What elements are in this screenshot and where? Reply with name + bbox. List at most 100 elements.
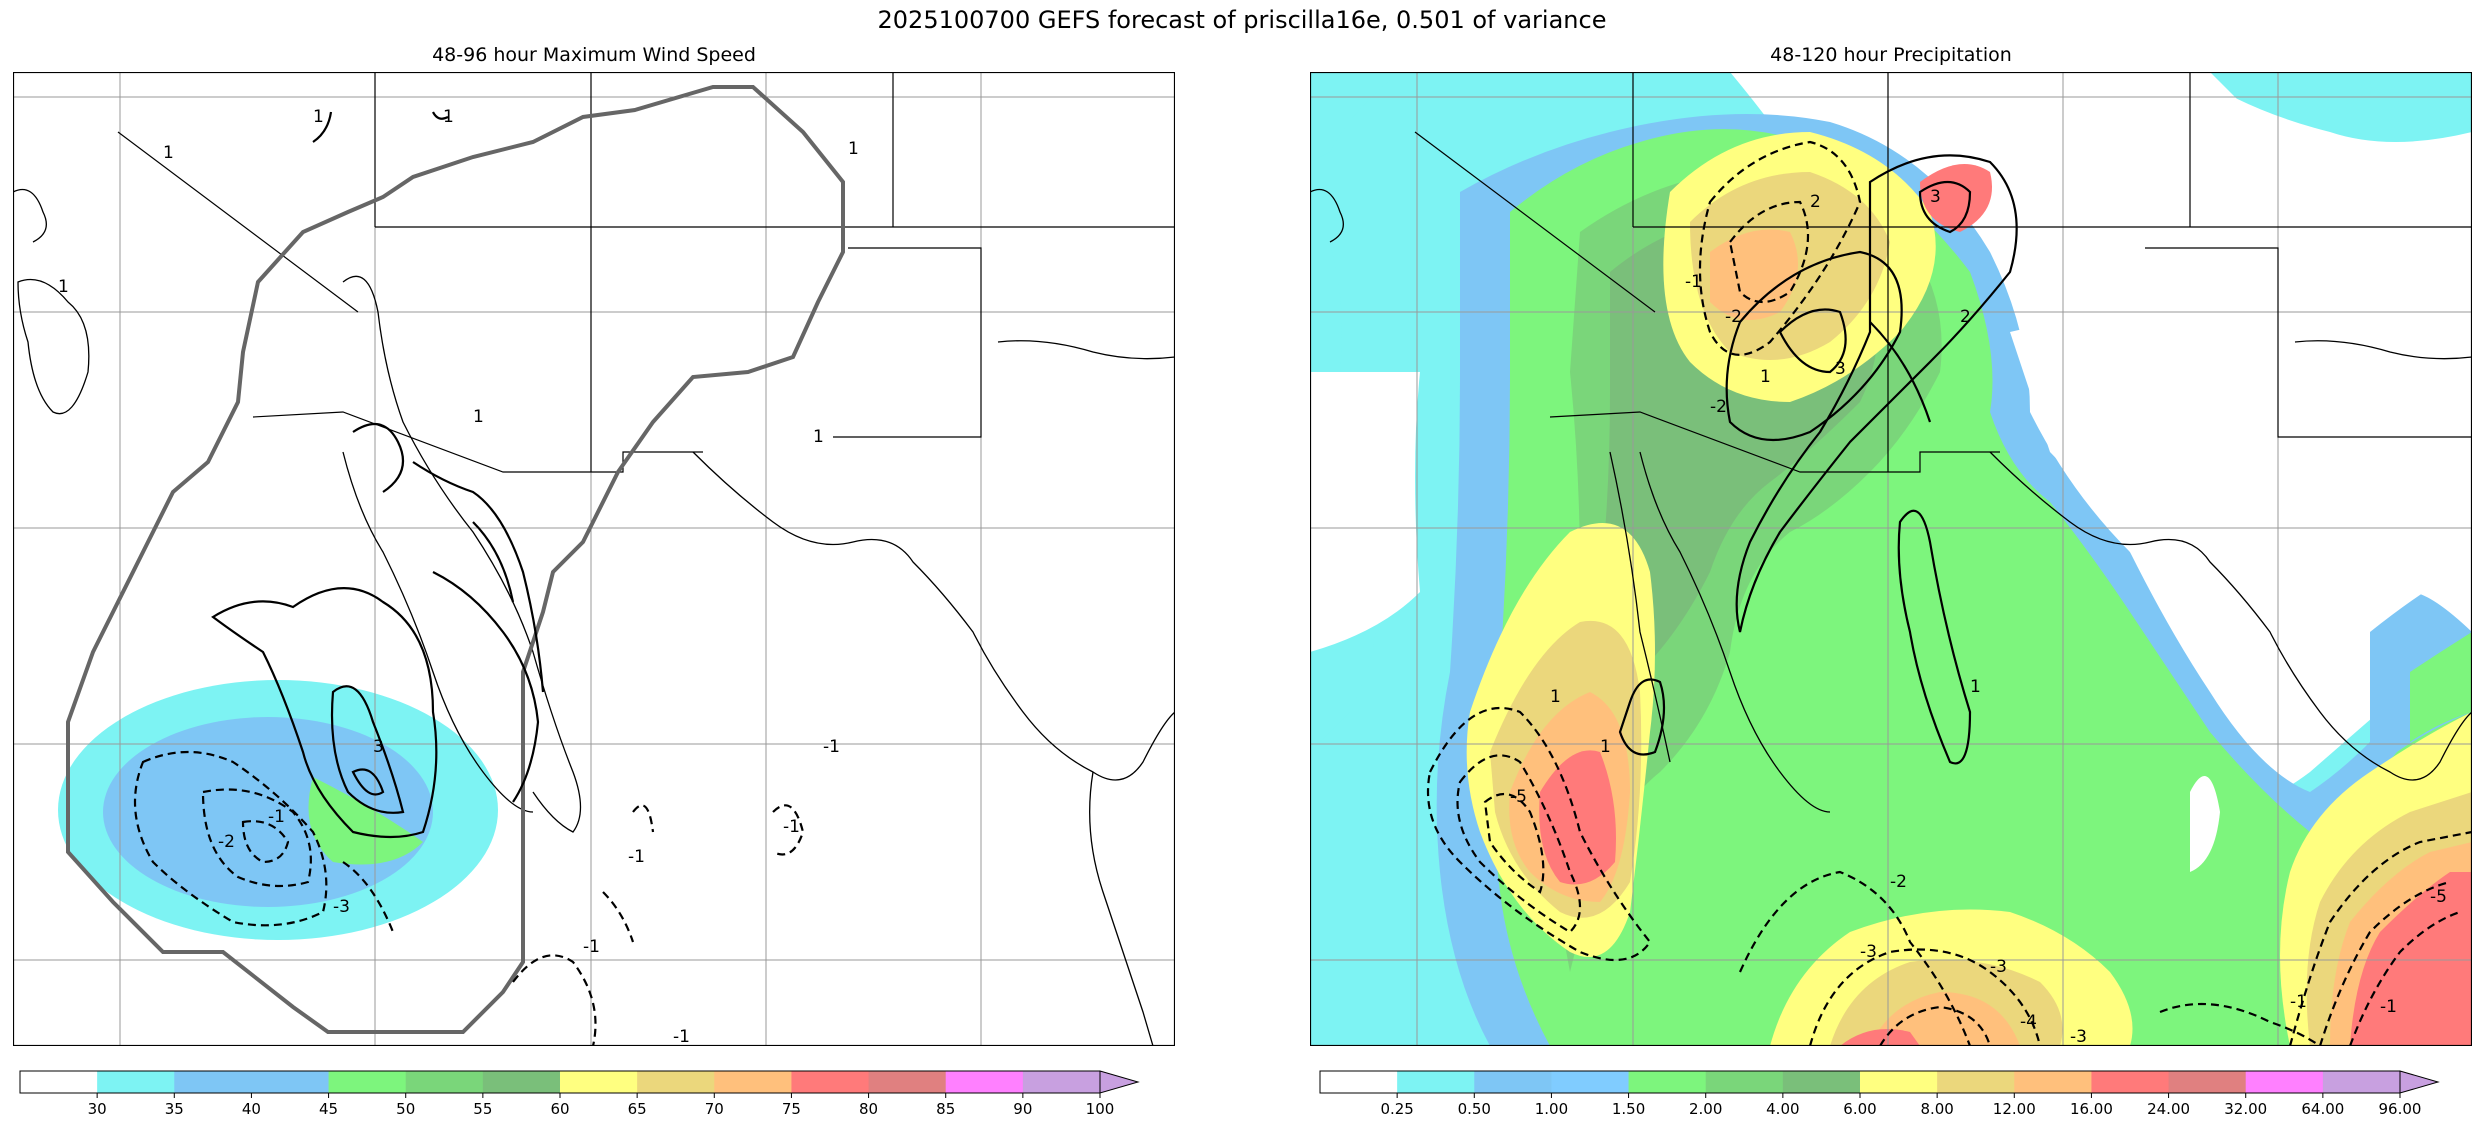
colorbar-cell	[97, 1071, 175, 1093]
left-panel-title: 48-96 hour Maximum Wind Speed	[432, 44, 756, 66]
colorbar-tick-label: 45	[319, 1100, 338, 1118]
colorbar-tick-label: 32.00	[2224, 1100, 2267, 1118]
svg-text:-1: -1	[783, 817, 800, 837]
colorbar-cell	[1474, 1071, 1552, 1093]
svg-text:1: 1	[1760, 367, 1771, 387]
svg-text:3: 3	[1835, 359, 1846, 379]
colorbar-cell	[637, 1071, 715, 1093]
colorbar-cell	[2245, 1071, 2324, 1093]
colorbar-tick-label: 16.00	[2070, 1100, 2113, 1118]
right-panel-title: 48-120 hour Precipitation	[1770, 44, 2012, 66]
colorbar-tick-label: 40	[242, 1100, 261, 1118]
colorbar-tick-label: 4.00	[1766, 1100, 1799, 1118]
wind-shading	[58, 680, 498, 940]
wind-speed-map: 1 1 1 1 1 1 1 3 -1 -1 -1 -1 -2 -3 -1 -1	[13, 72, 1175, 1046]
svg-text:-1: -1	[2290, 992, 2307, 1012]
svg-text:-3: -3	[2070, 1027, 2087, 1046]
colorbar-cell	[1628, 1071, 1707, 1093]
svg-text:-5: -5	[2430, 887, 2447, 907]
colorbar-cell	[791, 1071, 870, 1093]
map-frame	[13, 72, 1175, 1046]
svg-text:-2: -2	[1710, 397, 1727, 417]
precipitation-colorbar: 0.25 0.50 1.00 1.50 2.00 4.00 6.00 8.00 12.00 16.…	[1319, 1070, 2440, 1118]
colorbar-cell	[1937, 1071, 2015, 1093]
svg-text:-3: -3	[333, 897, 350, 917]
colorbar-tick-label: 75	[782, 1100, 801, 1118]
colorbar-tick-label: 100	[1086, 1100, 1115, 1118]
svg-text:1: 1	[313, 107, 324, 127]
svg-text:1: 1	[1600, 737, 1611, 757]
precip-shading	[1310, 72, 2472, 1046]
colorbar-cell	[1782, 1071, 1861, 1093]
precipitation-map: 2 3 2 3 -2 -1 -2 1 1 1 1 -5 -2 -3 -3 -4 …	[1310, 72, 2472, 1046]
colorbar-tick-label: 96.00	[2379, 1100, 2422, 1118]
colorbar-extend-arrow	[2399, 1070, 2440, 1094]
svg-text:3: 3	[1930, 187, 1941, 207]
state-borders	[1414, 72, 2472, 473]
colorbar-tick-label: 64.00	[2301, 1100, 2344, 1118]
svg-text:-2: -2	[1725, 307, 1742, 327]
colorbar-tick-label: 55	[473, 1100, 492, 1118]
left-contour-labels: 1 1 1 1 1 1 1 3 -1 -1 -1 -1 -2 -3 -1 -1	[58, 107, 859, 1046]
colorbar-cell	[482, 1071, 561, 1093]
forecast-cone-outline	[66, 85, 845, 1034]
colorbar-cell	[945, 1071, 1024, 1093]
svg-text:-1: -1	[268, 807, 285, 827]
svg-text:-1: -1	[2380, 997, 2397, 1017]
negative-contours	[133, 750, 805, 1046]
colorbar-tick-label: 12.00	[1993, 1100, 2036, 1118]
colorbar-cell	[1022, 1071, 1101, 1093]
colorbar-cell	[1705, 1071, 1784, 1093]
svg-text:-1: -1	[628, 847, 645, 867]
colorbar-cell	[20, 1071, 98, 1093]
colorbar-cell	[328, 1071, 407, 1093]
colorbar-cell	[2014, 1071, 2092, 1093]
svg-text:-1: -1	[583, 937, 600, 957]
right-contour-labels: 2 3 2 3 -2 -1 -2 1 1 1 1 -5 -2 -3 -3 -4 …	[1510, 187, 2447, 1046]
map-frame	[1310, 72, 2472, 1046]
coastlines	[1310, 188, 2472, 813]
svg-text:-3: -3	[1990, 957, 2007, 977]
colorbar-tick-label: 0.50	[1458, 1100, 1491, 1118]
colorbar-tick-label: 65	[628, 1100, 647, 1118]
colorbar-cell	[2091, 1071, 2170, 1093]
svg-text:1: 1	[1970, 677, 1981, 697]
svg-text:-4: -4	[2020, 1012, 2037, 1032]
svg-text:-2: -2	[1890, 872, 1907, 892]
colorbar-cell	[1860, 1071, 1938, 1093]
colorbar-tick-label: 1.00	[1535, 1100, 1568, 1118]
colorbar-tick-label: 80	[859, 1100, 878, 1118]
colorbar-tick-label: 1.50	[1612, 1100, 1645, 1118]
svg-text:3: 3	[373, 737, 384, 757]
colorbar-tick-label: 60	[550, 1100, 569, 1118]
positive-contours	[211, 111, 545, 839]
colorbar-tick-label: 24.00	[2147, 1100, 2190, 1118]
coastlines	[13, 188, 1175, 1046]
colorbar-extend-arrow	[1099, 1070, 1140, 1094]
colorbar-cell	[868, 1071, 947, 1093]
svg-text:-5: -5	[1510, 787, 1527, 807]
svg-text:1: 1	[473, 407, 484, 427]
svg-text:-2: -2	[218, 832, 235, 852]
svg-text:-1: -1	[673, 1027, 690, 1046]
colorbar-tick-label: 8.00	[1920, 1100, 1953, 1118]
negative-contours	[1426, 140, 2472, 1046]
svg-text:2: 2	[1810, 192, 1821, 212]
colorbar-tick-label: 90	[1013, 1100, 1032, 1118]
colorbar-cell	[1397, 1071, 1475, 1093]
colorbar-cell	[2322, 1071, 2401, 1093]
colorbar-tick-label: 85	[936, 1100, 955, 1118]
colorbar-tick-label: 50	[396, 1100, 415, 1118]
svg-text:1: 1	[163, 143, 174, 163]
colorbar-tick-label: 6.00	[1843, 1100, 1876, 1118]
colorbar-tick-label: 35	[165, 1100, 184, 1118]
svg-text:-1: -1	[823, 737, 840, 757]
svg-text:1: 1	[443, 107, 454, 127]
colorbar-cell	[2168, 1071, 2247, 1093]
wind-speed-colorbar: 30 35 40 45 50 55 60 65 70 75 80 85 90 100	[19, 1070, 1140, 1118]
svg-text:1: 1	[58, 277, 69, 297]
colorbar-cell	[714, 1071, 792, 1093]
colorbar-cell	[1551, 1071, 1630, 1093]
colorbar-cell	[251, 1071, 330, 1093]
svg-text:1: 1	[1550, 687, 1561, 707]
